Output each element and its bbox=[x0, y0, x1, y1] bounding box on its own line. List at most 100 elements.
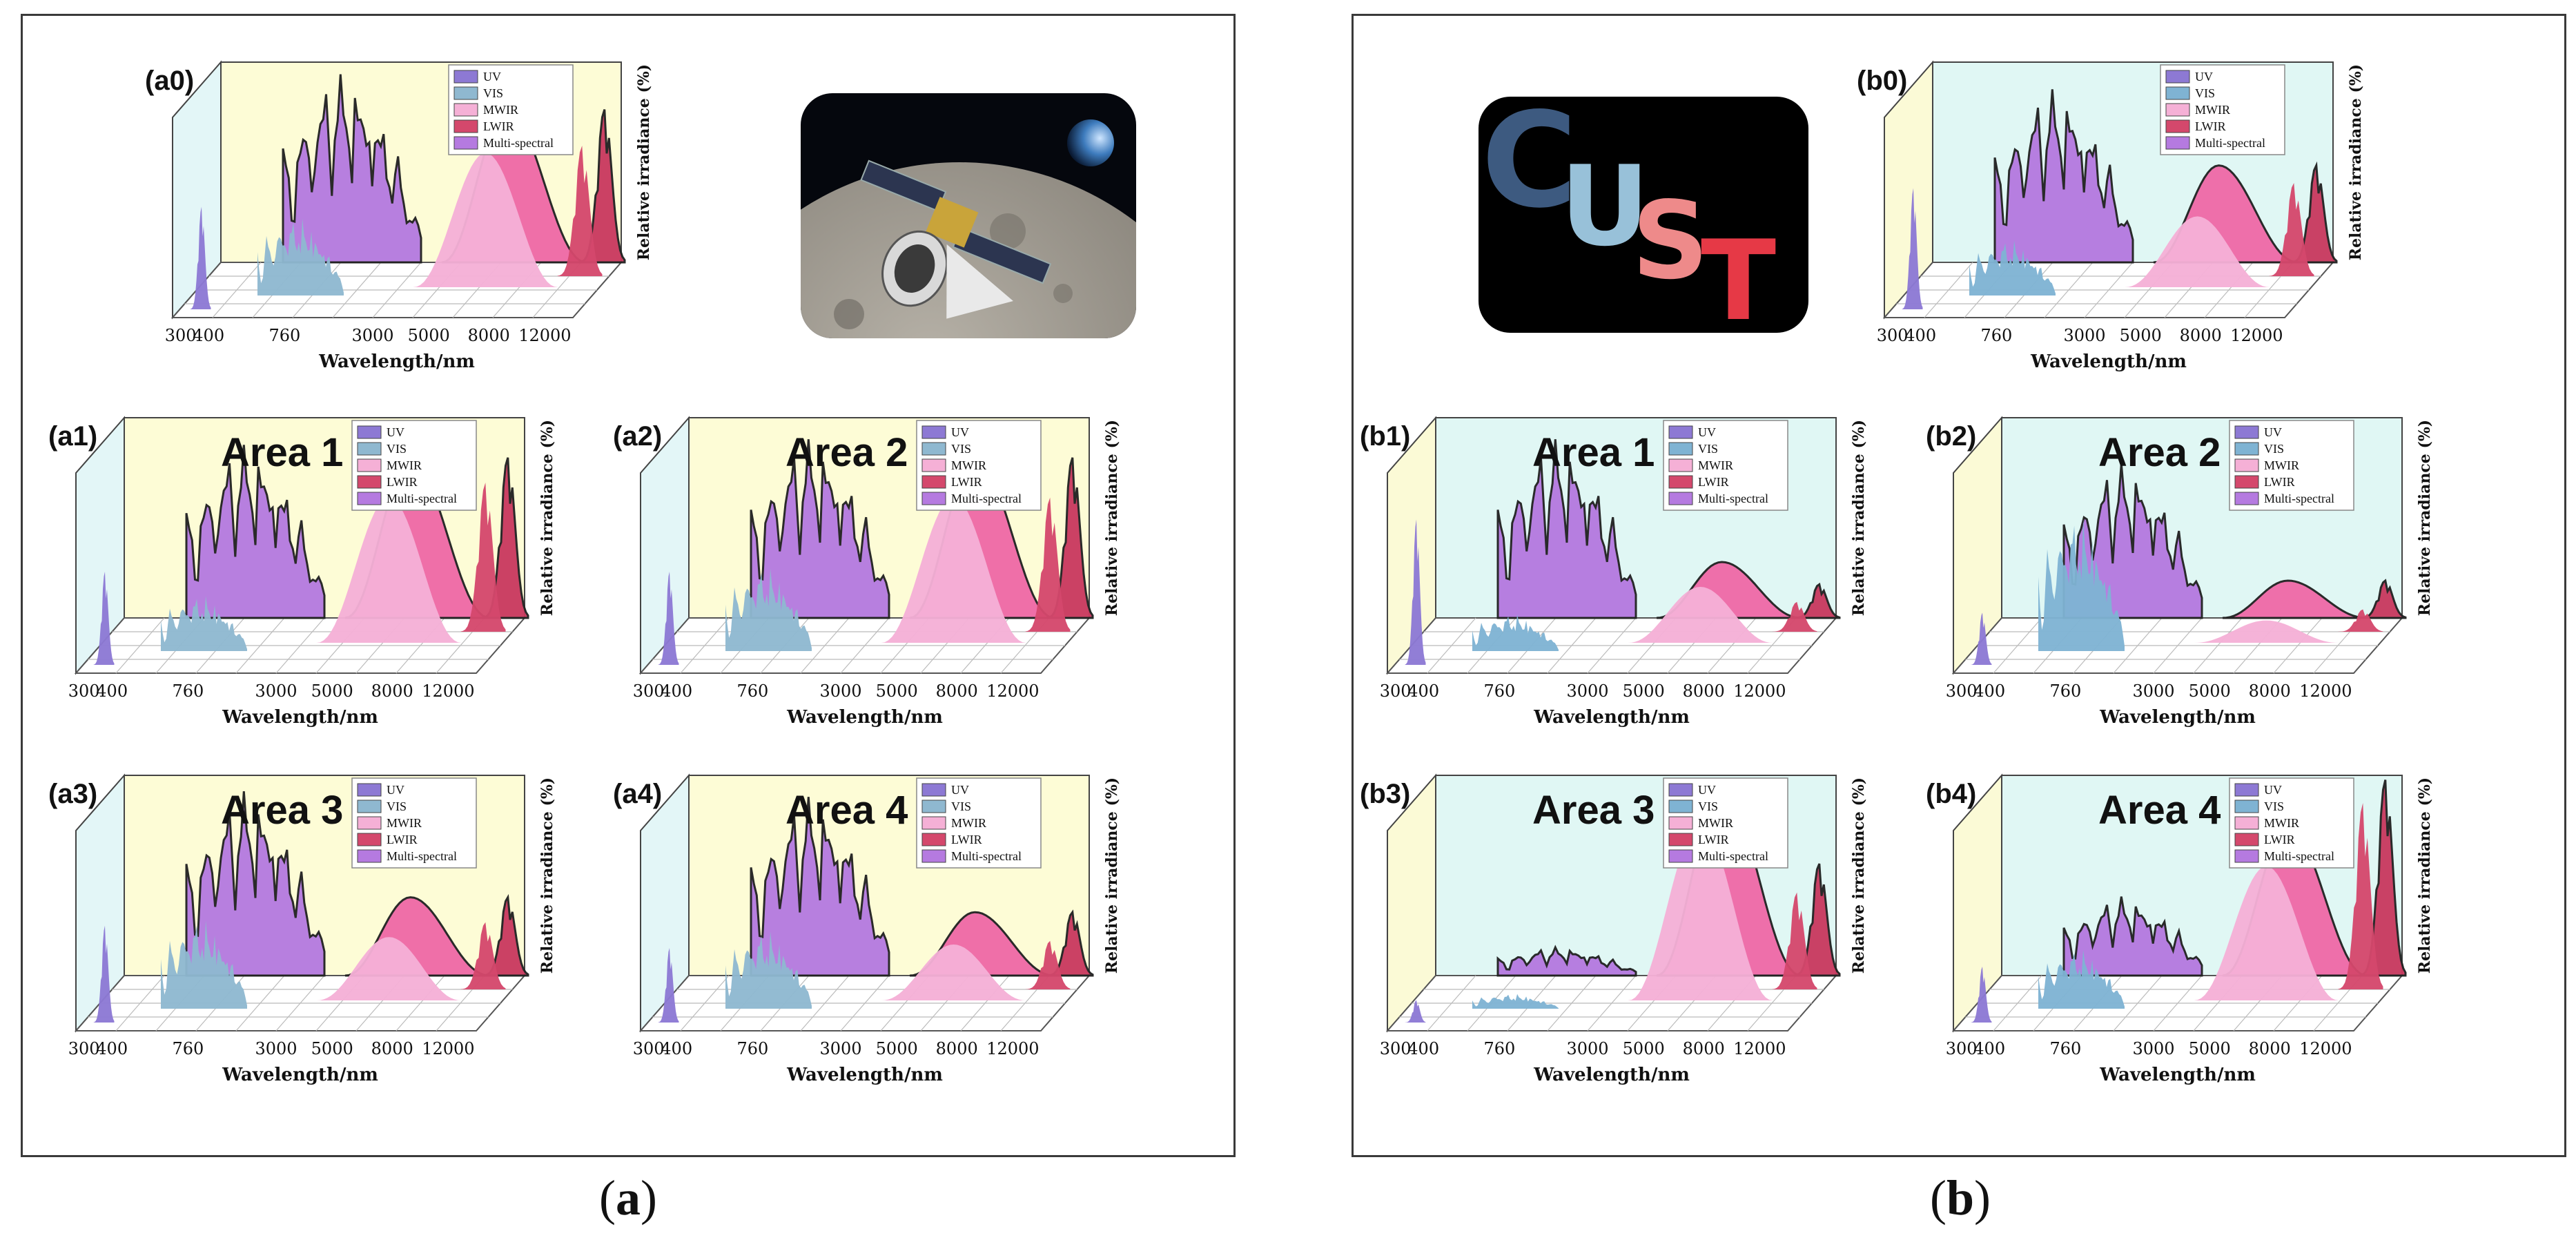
legend-entry-lwir: LWIR bbox=[1698, 833, 1729, 846]
x-tick-760: 760 bbox=[172, 681, 204, 701]
x-tick-400: 400 bbox=[1407, 681, 1439, 701]
legend-entry-vis: VIS bbox=[483, 86, 503, 100]
x-tick-3000: 3000 bbox=[819, 681, 861, 701]
legend-entry-lwir: LWIR bbox=[2195, 119, 2226, 133]
chart-title-a1: Area 1 bbox=[221, 430, 343, 475]
legend-swatch-mwir bbox=[2234, 816, 2259, 830]
series-multispectral-vis bbox=[2062, 896, 2203, 977]
legend-swatch-mwir bbox=[453, 103, 478, 117]
x-tick-5000: 5000 bbox=[2189, 1039, 2231, 1058]
x-tick-400: 400 bbox=[193, 326, 224, 345]
x-tick-760: 760 bbox=[2049, 681, 2081, 701]
series-mwir bbox=[2125, 216, 2270, 287]
y-axis-label: Relative irradiance (%) bbox=[2416, 777, 2434, 973]
panel-label-a1: (a1) bbox=[48, 421, 97, 452]
series-vis bbox=[1969, 240, 2056, 296]
series-uv bbox=[1405, 1000, 1426, 1023]
legend-entry-lwir: LWIR bbox=[483, 119, 514, 133]
series-mwir bbox=[413, 153, 558, 287]
legend-entry-lwir: LWIR bbox=[387, 833, 418, 846]
chart-title-b2: Area 2 bbox=[2098, 430, 2221, 475]
chart-title-b4: Area 4 bbox=[2098, 788, 2221, 833]
y-axis-label: Relative irradiance (%) bbox=[1103, 420, 1121, 616]
legend-entry-lwir: LWIR bbox=[2264, 833, 2295, 846]
x-axis-label: Wavelength/nm bbox=[1533, 707, 1690, 728]
x-tick-5000: 5000 bbox=[2189, 681, 2231, 701]
x-tick-8000: 8000 bbox=[371, 1039, 413, 1058]
x-tick-12000: 12000 bbox=[986, 681, 1039, 701]
legend-entry-uv: UV bbox=[951, 425, 969, 439]
x-tick-300: 300 bbox=[165, 326, 197, 345]
panel-label-b4: (b4) bbox=[1926, 779, 1976, 809]
legend-swatch-vis bbox=[921, 800, 946, 813]
legend-swatch-lwir bbox=[357, 833, 382, 846]
x-tick-5000: 5000 bbox=[876, 681, 918, 701]
legend-entry-mwir: MWIR bbox=[387, 816, 422, 830]
x-tick-8000: 8000 bbox=[936, 1039, 978, 1058]
x-tick-3000: 3000 bbox=[255, 1039, 297, 1058]
legend-swatch-uv bbox=[921, 783, 946, 797]
x-tick-300: 300 bbox=[1946, 681, 1978, 701]
legend-entry-vis: VIS bbox=[2264, 800, 2284, 813]
legend-entry-mwir: MWIR bbox=[483, 103, 518, 117]
series-mwir bbox=[1628, 823, 1773, 1000]
series-lwir bbox=[1772, 892, 1817, 989]
x-tick-12000: 12000 bbox=[2230, 326, 2283, 345]
legend-swatch-vis bbox=[357, 442, 382, 456]
x-tick-12000: 12000 bbox=[518, 326, 571, 345]
legend-entry-multi-spectral: Multi-spectral bbox=[387, 492, 457, 505]
x-tick-8000: 8000 bbox=[2180, 326, 2222, 345]
y-axis-label: Relative irradiance (%) bbox=[1850, 777, 1868, 973]
x-tick-12000: 12000 bbox=[1733, 1039, 1786, 1058]
series-uv bbox=[93, 572, 115, 665]
series-uv bbox=[1971, 612, 1992, 665]
x-tick-5000: 5000 bbox=[311, 1039, 353, 1058]
legend-swatch-uv bbox=[357, 425, 382, 439]
legend-swatch-lwir bbox=[357, 475, 382, 489]
x-tick-3000: 3000 bbox=[255, 681, 297, 701]
series-mwir bbox=[2194, 866, 2339, 1000]
x-tick-300: 300 bbox=[1946, 1039, 1978, 1058]
chart-a3: 300 400 760 3000 5000 8000 12000 Wavelength/nm R… bbox=[48, 768, 621, 1114]
series-uv bbox=[1405, 519, 1426, 665]
x-tick-3000: 3000 bbox=[2132, 681, 2174, 701]
legend-entry-multi-spectral: Multi-spectral bbox=[951, 849, 1022, 863]
series-lwir bbox=[460, 483, 506, 632]
legend-swatch-uv bbox=[2165, 70, 2190, 84]
series-multispectral-vis bbox=[750, 439, 890, 619]
series-multispectral-vis bbox=[185, 791, 326, 977]
legend-entry-uv: UV bbox=[1698, 425, 1716, 439]
series-vis bbox=[161, 920, 247, 1009]
legend-swatch-multi-spectral bbox=[357, 849, 382, 863]
series-mwir bbox=[316, 497, 462, 643]
series-multispectral-vis bbox=[185, 445, 326, 619]
series-lwir bbox=[557, 146, 603, 276]
legend-entry-vis: VIS bbox=[2195, 86, 2215, 100]
chart-title-a2: Area 2 bbox=[786, 430, 908, 475]
x-axis-label: Wavelength/nm bbox=[222, 1065, 378, 1085]
x-tick-300: 300 bbox=[1877, 326, 1909, 345]
chart-b4: 300 400 760 3000 5000 8000 12000 Wavelength/nm R… bbox=[1926, 768, 2499, 1114]
legend-entry-mwir: MWIR bbox=[2195, 103, 2230, 117]
series-lwir bbox=[1025, 940, 1071, 989]
panel-b-caption-letter: b bbox=[1946, 1170, 1975, 1226]
x-tick-760: 760 bbox=[269, 326, 300, 345]
legend-swatch-lwir bbox=[2234, 475, 2259, 489]
series-uv bbox=[190, 206, 211, 309]
x-tick-400: 400 bbox=[661, 681, 692, 701]
chart-title-b1: Area 1 bbox=[1532, 430, 1655, 475]
legend-entry-uv: UV bbox=[2264, 425, 2282, 439]
legend-swatch-lwir bbox=[921, 475, 946, 489]
panel-label-b0: (b0) bbox=[1857, 66, 1907, 96]
panel-label-b3: (b3) bbox=[1360, 779, 1410, 809]
legend-entry-multi-spectral: Multi-spectral bbox=[387, 849, 457, 863]
x-tick-12000: 12000 bbox=[2299, 681, 2352, 701]
series-multispectral-vis bbox=[1496, 944, 1637, 977]
legend-entry-vis: VIS bbox=[951, 442, 971, 456]
legend-swatch-mwir bbox=[357, 458, 382, 472]
chart-title-a3: Area 3 bbox=[221, 788, 343, 833]
